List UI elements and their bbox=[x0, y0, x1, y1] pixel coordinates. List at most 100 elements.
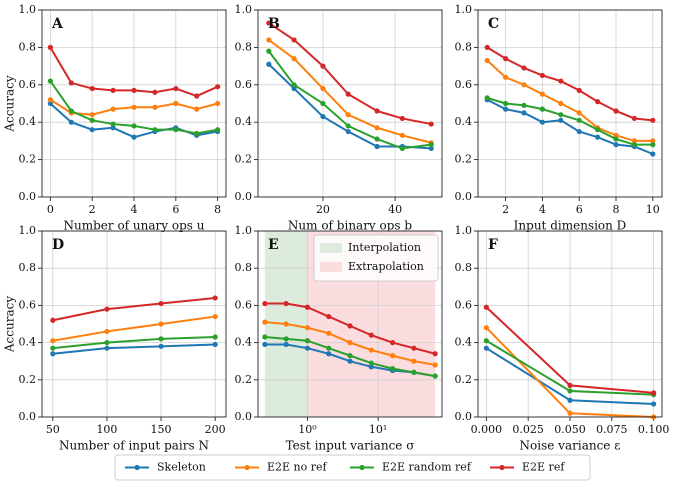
y-tick-label: 0.2 bbox=[19, 373, 37, 386]
point bbox=[47, 100, 53, 107]
y-tick-label: 0.6 bbox=[455, 298, 473, 311]
y-tick-label: 0.0 bbox=[19, 190, 37, 203]
point bbox=[291, 82, 297, 88]
y-tick-label: 0.0 bbox=[455, 410, 473, 423]
y-tick-label: 1.0 bbox=[455, 224, 473, 237]
point bbox=[595, 127, 601, 133]
series-line bbox=[268, 50, 432, 150]
point bbox=[304, 304, 311, 310]
panel-letter: A bbox=[51, 16, 64, 32]
y-tick-label: 0.0 bbox=[19, 410, 37, 423]
point bbox=[389, 340, 396, 346]
point bbox=[345, 112, 351, 118]
panel: 0.0 0.2 0.4 0.6 0.8 1.0 0 2 4 6 8 Number of unary o… bbox=[3, 3, 227, 233]
series-line bbox=[52, 343, 216, 355]
point bbox=[399, 145, 405, 151]
point bbox=[483, 338, 489, 344]
point bbox=[503, 100, 509, 107]
point bbox=[47, 44, 53, 51]
point bbox=[320, 63, 326, 69]
point bbox=[320, 113, 326, 120]
point bbox=[483, 304, 489, 310]
point bbox=[631, 142, 638, 148]
y-tick-label: 1.0 bbox=[19, 224, 37, 237]
point bbox=[389, 366, 396, 372]
point bbox=[368, 347, 374, 353]
y-tick-label: 0.6 bbox=[235, 78, 253, 91]
point bbox=[399, 115, 405, 122]
point bbox=[631, 138, 638, 144]
point bbox=[173, 127, 179, 133]
legend-marker bbox=[359, 464, 365, 471]
x-tick-label: 4 bbox=[131, 203, 138, 216]
panel-letter: F bbox=[488, 237, 498, 253]
point bbox=[613, 142, 619, 148]
y-tick-label: 0.2 bbox=[455, 373, 473, 386]
point bbox=[89, 117, 95, 123]
x-tick-label: 10⁰ bbox=[298, 423, 317, 436]
point bbox=[326, 313, 332, 320]
x-tick-label: 10¹ bbox=[369, 423, 387, 436]
y-tick-label: 0.4 bbox=[19, 115, 37, 128]
legend-label: E2E random ref bbox=[382, 461, 472, 474]
point bbox=[131, 134, 137, 140]
point bbox=[503, 106, 509, 112]
point bbox=[266, 37, 272, 43]
point bbox=[483, 345, 489, 351]
x-tick-label: 10 bbox=[646, 203, 660, 216]
x-tick-label: 0.050 bbox=[554, 423, 586, 436]
y-tick-label: 0.0 bbox=[235, 190, 253, 203]
point bbox=[110, 121, 116, 127]
x-tick-label: 150 bbox=[151, 423, 172, 436]
point bbox=[539, 119, 546, 125]
y-tick-label: 0.8 bbox=[19, 40, 37, 53]
series-line bbox=[52, 315, 216, 342]
y-axis-label: Accuracy bbox=[3, 296, 17, 353]
x-tick-label: 0.025 bbox=[512, 423, 544, 436]
series-line bbox=[486, 98, 654, 155]
y-tick-label: 1.0 bbox=[235, 224, 253, 237]
point bbox=[567, 388, 573, 394]
legend-swatch bbox=[320, 262, 342, 272]
point bbox=[215, 84, 221, 90]
x-axis-label: Num of binary ops b bbox=[288, 219, 413, 233]
series-line bbox=[52, 296, 216, 322]
point bbox=[503, 74, 509, 80]
series-line bbox=[486, 46, 653, 122]
point bbox=[576, 128, 582, 135]
point bbox=[194, 106, 200, 112]
point bbox=[110, 106, 116, 112]
point bbox=[374, 143, 380, 150]
panel-letter: E bbox=[268, 237, 279, 253]
legend-label: Extrapolation bbox=[348, 260, 424, 273]
point bbox=[50, 338, 56, 344]
point bbox=[283, 336, 289, 342]
panel: 0.0 0.2 0.4 0.6 0.8 1.0 2 4 6 8 10 Input dimension … bbox=[455, 3, 663, 233]
point bbox=[152, 89, 158, 95]
point bbox=[68, 80, 74, 86]
point bbox=[212, 341, 218, 348]
point bbox=[368, 332, 374, 338]
panel: 0.0 0.2 0.4 0.6 0.8 1.0 20 40 Num of binary ops … bbox=[235, 3, 443, 233]
point bbox=[110, 87, 116, 94]
point bbox=[595, 99, 601, 105]
point bbox=[651, 401, 657, 407]
point bbox=[320, 100, 326, 107]
point bbox=[104, 306, 110, 312]
legend-label: Interpolation bbox=[348, 241, 421, 254]
point bbox=[539, 91, 546, 97]
y-tick-label: 1.0 bbox=[19, 3, 37, 16]
point bbox=[283, 321, 289, 327]
point bbox=[158, 343, 164, 349]
legend-marker bbox=[244, 464, 250, 471]
x-tick-label: 0 bbox=[47, 203, 54, 216]
series-line bbox=[486, 96, 653, 146]
point bbox=[650, 151, 656, 157]
y-tick-label: 0.4 bbox=[455, 336, 473, 349]
series-line bbox=[52, 336, 216, 350]
point bbox=[432, 373, 438, 379]
point bbox=[326, 345, 332, 351]
point bbox=[158, 336, 164, 342]
point bbox=[266, 20, 272, 26]
x-tick-label: 8 bbox=[214, 203, 221, 216]
